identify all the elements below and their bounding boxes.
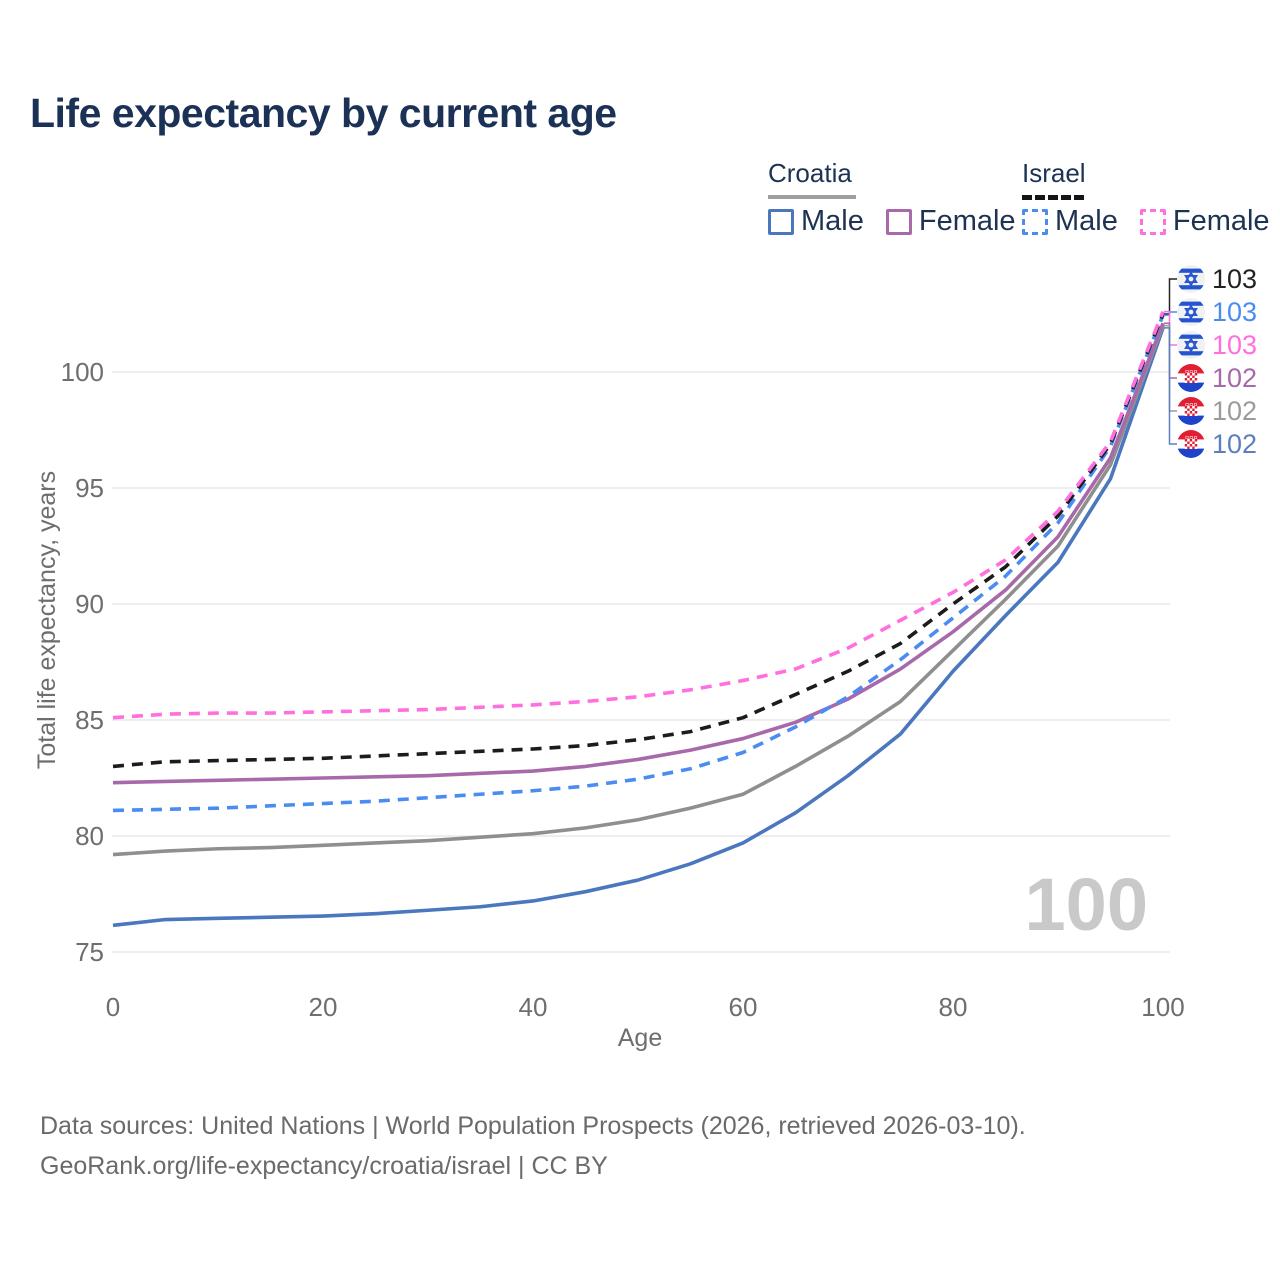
- end-value-label-israel_male: 103: [1212, 297, 1257, 327]
- end-value-label-croatia_female: 102: [1212, 363, 1257, 393]
- series-line-croatia_female: [112, 322, 1165, 785]
- end-value-label-israel_total: 103: [1212, 264, 1257, 294]
- y-tick-label: 100: [61, 357, 104, 387]
- footer: Data sources: United Nations | World Pop…: [40, 1106, 1026, 1186]
- x-axis-title: Age: [617, 1024, 663, 1052]
- croatia-flag-icon: [1177, 364, 1205, 392]
- israel-flag-icon: [1177, 298, 1205, 326]
- israel-flag-icon: [1177, 331, 1205, 359]
- y-tick-label: 85: [75, 705, 104, 735]
- page-title: Life expectancy by current age: [30, 90, 617, 136]
- age-watermark: 100: [1024, 863, 1148, 946]
- end-value-label-croatia_total: 102: [1212, 396, 1257, 426]
- x-tick-label: 80: [939, 992, 968, 1022]
- y-tick-label: 80: [75, 821, 104, 851]
- y-axis-title: Total life expectancy, years: [33, 470, 61, 770]
- croatia-male-swatch: [768, 208, 794, 235]
- legend-group-israel: Israel Male Female: [1022, 158, 1270, 237]
- leader-line-israel_total: [1164, 278, 1177, 315]
- legend-croatia-title: Croatia: [768, 158, 852, 188]
- legend-israel-male-label: Male: [1055, 205, 1118, 237]
- israel-female-swatch: [1139, 208, 1166, 235]
- x-tick-label: 100: [1141, 992, 1184, 1022]
- leader-line-croatia_male: [1164, 327, 1177, 445]
- israel-dashed-line-swatch: [1022, 195, 1084, 200]
- legend-group-croatia: Croatia Male Female: [768, 158, 1016, 237]
- x-tick-label: 0: [106, 992, 120, 1022]
- end-value-label-croatia_male: 102: [1212, 429, 1257, 459]
- data-sources-line: Data sources: United Nations | World Pop…: [40, 1112, 1026, 1140]
- y-tick-label: 75: [75, 937, 104, 967]
- legend-israel-female-label: Female: [1172, 205, 1270, 237]
- leader-line-croatia_total: [1164, 324, 1177, 412]
- croatia-flag-icon: [1177, 430, 1205, 458]
- series-line-croatia_total: [112, 324, 1165, 857]
- x-tick-label: 60: [729, 992, 758, 1022]
- series-line-israel_total: [112, 313, 1165, 769]
- series-line-israel_female: [112, 311, 1165, 720]
- x-tick-label: 40: [519, 992, 548, 1022]
- attribution-line: GeoRank.org/life-expectancy/croatia/isra…: [40, 1152, 608, 1180]
- end-value-label-israel_female: 103: [1212, 330, 1257, 360]
- leader-line-croatia_female: [1164, 322, 1177, 379]
- legend-croatia-female-label: Female: [918, 205, 1016, 237]
- legend-israel-title: Israel: [1022, 158, 1086, 188]
- israel-flag-icon: [1177, 265, 1205, 293]
- croatia-solid-line-swatch: [768, 195, 856, 199]
- series-line-croatia_male: [112, 327, 1165, 928]
- legend-croatia-male-label: Male: [801, 205, 864, 237]
- croatia-female-swatch: [885, 208, 912, 235]
- y-tick-label: 95: [75, 473, 104, 503]
- y-tick-label: 90: [75, 589, 104, 619]
- israel-male-swatch: [1022, 208, 1048, 235]
- croatia-flag-icon: [1177, 397, 1205, 425]
- series-line-israel_male: [112, 314, 1165, 813]
- x-tick-label: 20: [309, 992, 338, 1022]
